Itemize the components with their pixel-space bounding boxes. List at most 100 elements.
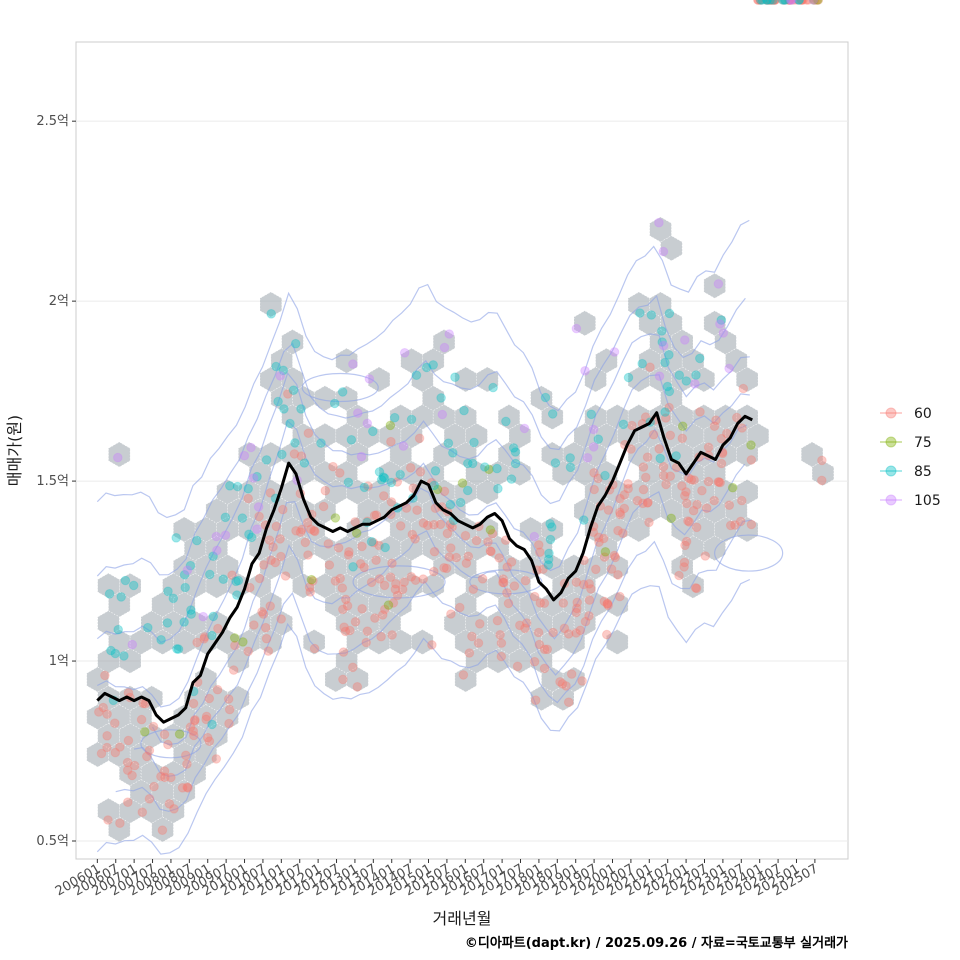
hex-bin xyxy=(465,422,488,449)
data-point xyxy=(762,0,772,5)
data-point xyxy=(716,315,727,325)
data-point xyxy=(254,573,265,584)
data-point xyxy=(602,629,612,640)
hex-bin xyxy=(573,610,596,637)
data-point xyxy=(182,782,192,793)
data-point xyxy=(609,550,620,561)
data-point xyxy=(737,423,747,433)
data-point xyxy=(766,0,777,5)
y-tick-label: 2억 xyxy=(49,294,69,309)
data-point xyxy=(501,416,511,427)
data-point xyxy=(378,472,389,483)
data-point xyxy=(429,566,439,577)
data-point xyxy=(593,473,603,484)
hex-bin xyxy=(400,497,423,524)
data-point xyxy=(493,483,503,494)
data-point xyxy=(657,326,667,336)
hex-bin xyxy=(346,629,369,655)
data-point xyxy=(371,555,381,566)
data-point xyxy=(459,405,469,416)
hex-bin xyxy=(454,554,477,580)
hex-bin xyxy=(129,629,153,655)
data-point xyxy=(809,0,819,5)
data-point xyxy=(488,382,498,393)
data-point xyxy=(770,0,781,5)
data-point xyxy=(379,580,390,591)
data-point xyxy=(352,682,363,692)
contour-ellipse xyxy=(469,569,543,595)
hex-bin xyxy=(108,816,131,843)
hex-bin xyxy=(422,460,445,487)
data-point xyxy=(249,620,259,630)
data-point xyxy=(183,783,193,793)
data-point xyxy=(302,517,313,528)
data-point xyxy=(487,528,498,539)
data-point xyxy=(188,726,199,737)
hex-bin xyxy=(216,704,239,730)
data-point xyxy=(246,532,257,543)
hex-bin xyxy=(97,797,120,824)
data-point xyxy=(495,630,505,640)
data-point xyxy=(506,474,517,484)
data-point xyxy=(661,479,671,490)
data-point xyxy=(244,529,254,540)
data-point xyxy=(591,564,601,575)
hex-bin xyxy=(552,460,575,487)
data-point xyxy=(387,558,397,569)
data-point xyxy=(265,488,276,498)
data-point xyxy=(395,521,406,531)
data-point xyxy=(418,574,429,584)
data-point xyxy=(223,694,234,704)
data-point xyxy=(584,595,595,605)
data-point xyxy=(520,575,531,586)
data-point xyxy=(780,0,790,5)
data-point xyxy=(276,614,287,624)
density-contours xyxy=(96,219,784,855)
hex-bin xyxy=(638,310,661,337)
data-point xyxy=(391,579,401,589)
data-point xyxy=(718,328,729,338)
data-point xyxy=(463,458,473,469)
data-point xyxy=(271,361,281,372)
data-point xyxy=(716,433,727,444)
data-point xyxy=(329,398,340,409)
data-point xyxy=(353,408,363,418)
data-point xyxy=(237,513,248,523)
data-point xyxy=(619,490,630,500)
data-point xyxy=(730,520,740,530)
data-point xyxy=(291,526,301,536)
data-point xyxy=(778,0,788,5)
data-point xyxy=(205,569,215,580)
data-point xyxy=(519,423,530,434)
data-point xyxy=(363,481,373,491)
data-point xyxy=(166,772,176,783)
data-point xyxy=(755,0,766,5)
data-point xyxy=(399,577,410,587)
data-point xyxy=(777,0,788,5)
data-point xyxy=(615,493,625,504)
data-point xyxy=(697,485,707,496)
data-point xyxy=(378,610,388,620)
data-point xyxy=(584,579,595,589)
data-point xyxy=(156,771,166,782)
legend-key-point xyxy=(885,407,897,419)
data-point xyxy=(104,589,115,599)
data-point xyxy=(182,759,192,769)
data-point xyxy=(571,607,582,618)
data-point xyxy=(436,393,446,403)
data-point xyxy=(385,420,396,431)
hex-bin xyxy=(671,366,694,393)
data-point xyxy=(468,584,479,595)
data-point xyxy=(615,591,625,602)
data-point xyxy=(439,342,450,353)
data-point xyxy=(435,519,446,530)
data-point xyxy=(589,484,600,495)
hex-bin xyxy=(606,554,629,580)
data-point xyxy=(299,458,310,468)
data-point xyxy=(664,386,675,397)
data-point xyxy=(645,362,655,373)
data-point xyxy=(421,362,432,373)
hex-bin xyxy=(454,666,477,693)
data-point xyxy=(793,0,803,5)
data-point xyxy=(96,748,107,759)
